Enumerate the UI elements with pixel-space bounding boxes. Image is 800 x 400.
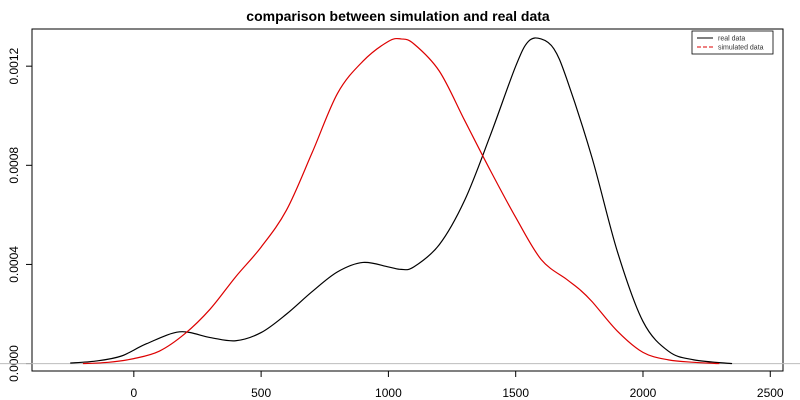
legend-box [691, 30, 774, 55]
series-line-real-data [70, 37, 733, 365]
series-line-simulated-data [82, 37, 720, 365]
plot-frame [31, 28, 784, 372]
axes: 0 500 1000 1500 2000 25000.00000.00040.00080.… [0, 28, 800, 400]
series-lines [70, 37, 733, 365]
x-tick-label: 1500 [502, 386, 529, 400]
x-tick-label: 500 [251, 386, 271, 400]
legend-label: real data [718, 36, 745, 43]
chart-title: comparison between simulation and real d… [246, 8, 550, 24]
y-tick-label: 0.0004 [7, 246, 21, 283]
x-tick-label: 1000 [375, 386, 402, 400]
y-tick-label: 0.0008 [7, 147, 21, 184]
x-tick-label: 2500 [757, 386, 784, 400]
legend: real data simulated data [691, 30, 774, 55]
x-tick-label: 0 [130, 386, 137, 400]
y-tick-label: 0.0012 [7, 47, 21, 84]
x-tick-label: 2000 [630, 386, 657, 400]
legend-label: simulated data [718, 45, 764, 52]
